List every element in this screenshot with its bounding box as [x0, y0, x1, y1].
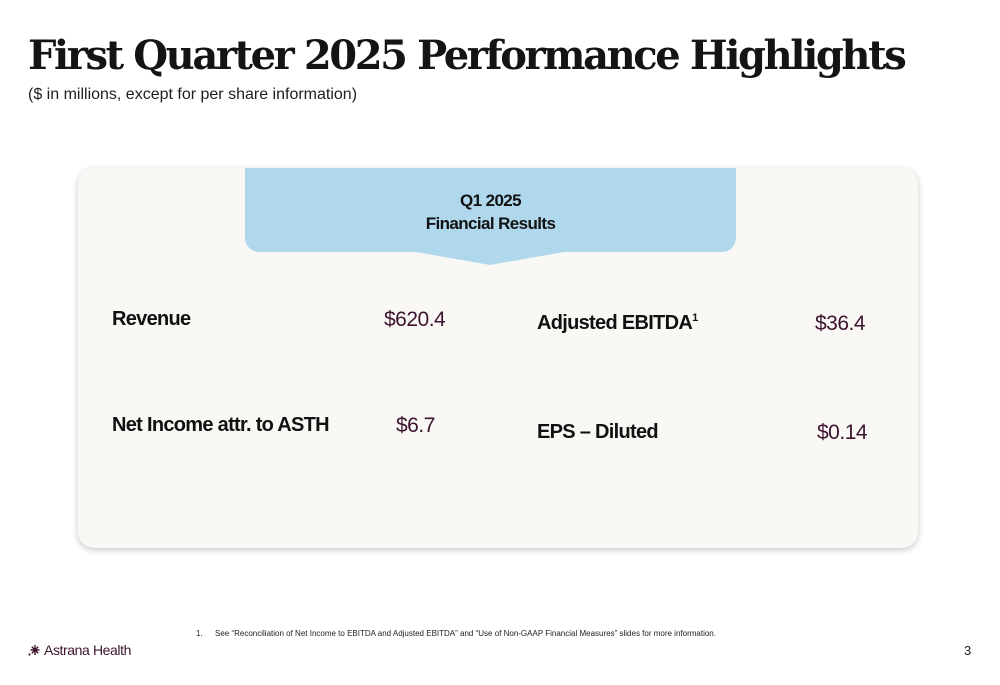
- footnote-number: 1.: [196, 629, 203, 638]
- company-logo: Astrana Health: [28, 642, 131, 658]
- logo-text: Astrana Health: [44, 642, 132, 658]
- page-title: First Quarter 2025 Performance Highlight…: [28, 32, 907, 79]
- footnote-marker: 1: [692, 312, 698, 324]
- metric-value-eps-diluted: $0.14: [817, 421, 868, 444]
- metric-value-adjusted-ebitda: $36.4: [815, 312, 866, 335]
- page-subtitle: ($ in millions, except for per share inf…: [28, 86, 358, 103]
- results-heading-period: Q1 2025: [459, 191, 522, 210]
- page-number: 3: [964, 643, 972, 658]
- metric-label-revenue: Revenue: [112, 308, 191, 330]
- footnote: 1. See “Reconciliation of Net Income to E…: [196, 629, 716, 638]
- results-heading-pointer: [410, 251, 570, 265]
- results-heading: Q1 2025 Financial Results: [245, 168, 736, 252]
- results-heading-label: Financial Results: [425, 214, 556, 233]
- metric-value-net-income: $6.7: [396, 414, 435, 437]
- astrana-mark-icon: [28, 645, 40, 656]
- metric-label-adjusted-ebitda: Adjusted EBITDA1: [537, 312, 698, 334]
- metric-label-net-income: Net Income attr. to ASTH: [112, 414, 330, 436]
- metric-value-revenue: $620.4: [384, 308, 446, 331]
- footnote-text: See “Reconciliation of Net Income to EBI…: [215, 629, 716, 638]
- metric-label-eps-diluted: EPS – Diluted: [537, 421, 659, 443]
